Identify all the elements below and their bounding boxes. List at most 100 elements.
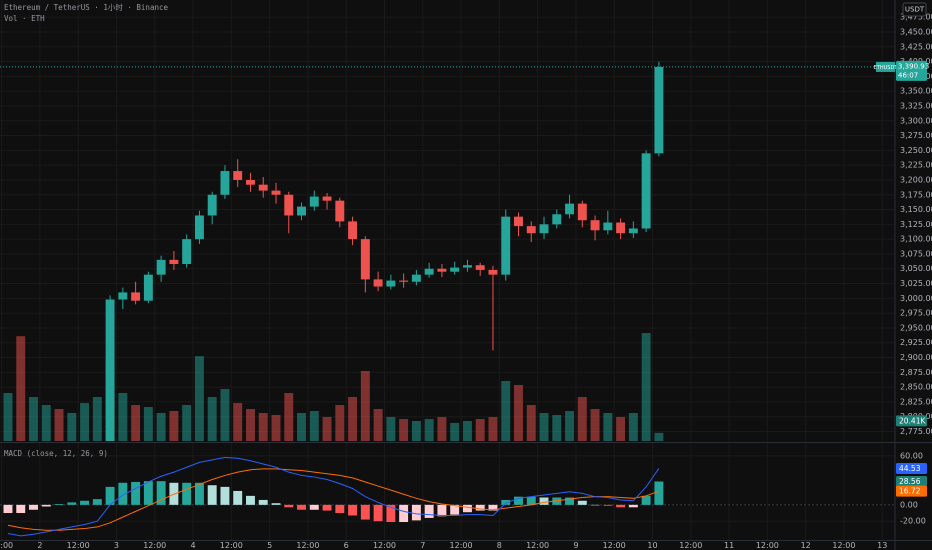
histogram-bar [309, 504, 319, 510]
volume-bar [654, 432, 664, 441]
candle-body [386, 280, 396, 287]
volume-bar [271, 415, 281, 441]
x-tick-label: 12:00 [526, 541, 549, 550]
volume-last-label-box [896, 415, 927, 427]
currency-label[interactable]: USDT [905, 6, 925, 14]
symbol-tag-box [876, 61, 895, 72]
candle-body [399, 280, 409, 282]
x-tick-label: 8 [497, 541, 502, 550]
candle-body [501, 216, 511, 275]
candle-body [16, 473, 25, 477]
volume-bar [424, 419, 434, 441]
histogram-bar [271, 503, 281, 505]
macd-last-label: 44.53 [899, 464, 921, 473]
volume-bar [616, 417, 626, 441]
histogram-bar [258, 499, 268, 505]
candle-body [207, 194, 217, 216]
histogram-bar [411, 504, 421, 521]
y-tick-label: 3,250.00 [900, 146, 932, 155]
x-tick-label: 12:00 [296, 541, 319, 550]
volume-bar [488, 417, 498, 441]
histogram-bar [603, 504, 613, 506]
volume-bar [156, 413, 166, 441]
histogram-bar [462, 504, 472, 513]
histogram-bar [616, 504, 626, 508]
candle-body [475, 265, 485, 270]
candle-body [105, 299, 115, 441]
histogram-bar [143, 481, 153, 505]
macd-last-label-box [896, 462, 927, 474]
volume-last-label: 20.41K [899, 416, 926, 425]
histogram-bar [156, 481, 166, 505]
candle-body [628, 228, 638, 234]
currency-button[interactable] [902, 2, 927, 17]
y-tick-label: 2,925.00 [900, 338, 932, 347]
histogram-bar [207, 485, 217, 505]
macd-legend: MACD (close, 12, 26, 9) [4, 449, 108, 458]
volume-bar [514, 385, 523, 441]
histogram-bar [565, 497, 575, 505]
volume-bar [322, 417, 332, 441]
histogram-bar [3, 504, 13, 514]
candle-body [539, 224, 549, 234]
histogram-last-label-box [896, 476, 927, 488]
volume-bar [54, 409, 64, 441]
y-tick-label: 3,325.00 [900, 101, 932, 110]
y-tick-label: 2,975.00 [900, 309, 932, 318]
candle-body [424, 268, 434, 275]
candle-body [29, 475, 38, 477]
candle-body [641, 153, 651, 229]
macd-pane [3, 456, 664, 537]
candle-body [271, 190, 281, 195]
histogram-bar [54, 504, 64, 505]
volume-bar [641, 333, 651, 441]
histogram-bar [105, 486, 115, 505]
histogram-bar [246, 495, 255, 505]
volume-bar [628, 413, 638, 441]
histogram-bar [297, 504, 306, 510]
y-tick-label: 3,000.00 [900, 294, 932, 303]
volume-bar [3, 393, 13, 441]
x-tick-label: 12:00 [143, 541, 166, 550]
histogram-bar [360, 504, 370, 520]
x-tick-label: 10 [647, 541, 657, 550]
histogram-bar [67, 502, 77, 505]
volume-bar [284, 393, 294, 441]
y-tick-label: 2,950.00 [900, 323, 932, 332]
x-tick-label: 12:00 [603, 541, 626, 550]
grid [0, 0, 895, 540]
x-tick-label: 12:00 [67, 541, 90, 550]
y-tick-label: 60.00 [900, 451, 923, 460]
volume-bar [603, 413, 613, 441]
histogram-bar [654, 481, 664, 505]
histogram-bar [641, 495, 651, 505]
histogram-bar [424, 504, 434, 518]
candle-body [297, 206, 306, 216]
histogram-bar [526, 496, 536, 505]
candle-body [80, 463, 89, 467]
candle-body [131, 292, 141, 301]
candle-body [577, 203, 587, 221]
histogram-bar [386, 504, 396, 523]
last-price-box [896, 60, 927, 81]
histogram-bar [118, 482, 128, 505]
y-tick-label: 3,125.00 [900, 220, 932, 229]
histogram-bar [233, 490, 243, 505]
macd-line [7, 456, 660, 537]
candle-body [284, 194, 294, 216]
histogram-bar [514, 496, 523, 505]
x-tick-label: 2 [37, 541, 42, 550]
volume-bar [437, 417, 447, 441]
y-tick-label: 3,175.00 [900, 190, 932, 199]
candle-body [552, 214, 562, 225]
candle-body [603, 222, 613, 231]
x-tick-label: 6 [344, 541, 349, 550]
x-tick-label: 12:00 [756, 541, 779, 550]
candle-body [654, 66, 664, 154]
y-tick-label: 3,200.00 [900, 175, 932, 184]
volume-bar [386, 417, 396, 441]
candle-body [565, 203, 575, 215]
candle-body [335, 200, 345, 222]
y-tick-label: 3,225.00 [900, 161, 932, 170]
histogram-last-label: 28.56 [899, 477, 921, 486]
